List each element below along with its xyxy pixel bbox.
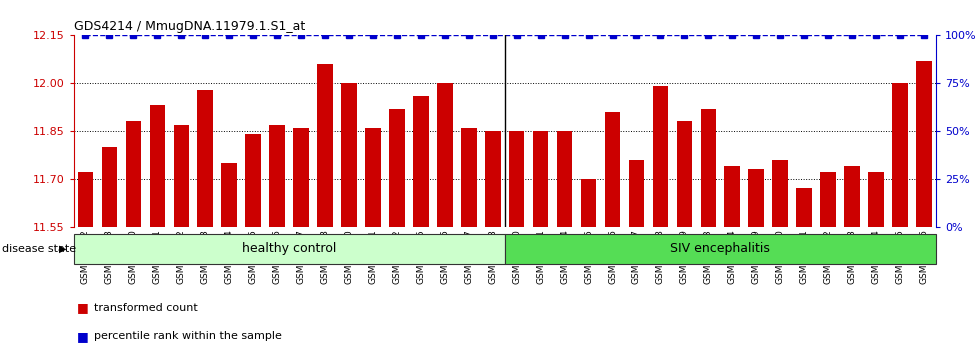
Bar [653, 86, 668, 227]
Bar [341, 83, 357, 227]
Bar [844, 166, 859, 227]
Bar [676, 121, 692, 227]
Bar [892, 83, 907, 227]
Bar [533, 131, 549, 227]
Bar [437, 83, 453, 227]
Text: transformed count: transformed count [94, 303, 198, 313]
Text: GDS4214 / MmugDNA.11979.1.S1_at: GDS4214 / MmugDNA.11979.1.S1_at [74, 20, 305, 33]
Bar [772, 160, 788, 227]
Bar [628, 160, 644, 227]
Text: ■: ■ [76, 330, 88, 343]
Bar [485, 131, 501, 227]
Bar [150, 105, 165, 227]
Bar [389, 109, 405, 227]
Bar [197, 90, 213, 227]
Text: ■: ■ [76, 302, 88, 314]
Bar [366, 128, 380, 227]
Bar [102, 147, 118, 227]
Bar [605, 112, 620, 227]
Bar [245, 134, 261, 227]
Text: ▶: ▶ [59, 244, 67, 254]
Bar [270, 125, 285, 227]
Bar [749, 169, 764, 227]
Bar [916, 61, 932, 227]
Bar [221, 163, 237, 227]
Bar [797, 188, 811, 227]
Bar [77, 172, 93, 227]
Bar [461, 128, 476, 227]
Text: disease state: disease state [2, 244, 76, 254]
Bar [74, 234, 505, 264]
Bar [868, 172, 884, 227]
Bar [125, 121, 141, 227]
Text: percentile rank within the sample: percentile rank within the sample [94, 331, 282, 341]
Bar [581, 179, 596, 227]
Bar [557, 131, 572, 227]
Bar [318, 64, 333, 227]
Bar [820, 172, 836, 227]
Bar [701, 109, 716, 227]
Text: healthy control: healthy control [242, 242, 336, 255]
Text: SIV encephalitis: SIV encephalitis [670, 242, 770, 255]
Bar [509, 131, 524, 227]
Bar [505, 234, 936, 264]
Bar [293, 128, 309, 227]
Bar [724, 166, 740, 227]
Bar [413, 96, 428, 227]
Bar [173, 125, 189, 227]
